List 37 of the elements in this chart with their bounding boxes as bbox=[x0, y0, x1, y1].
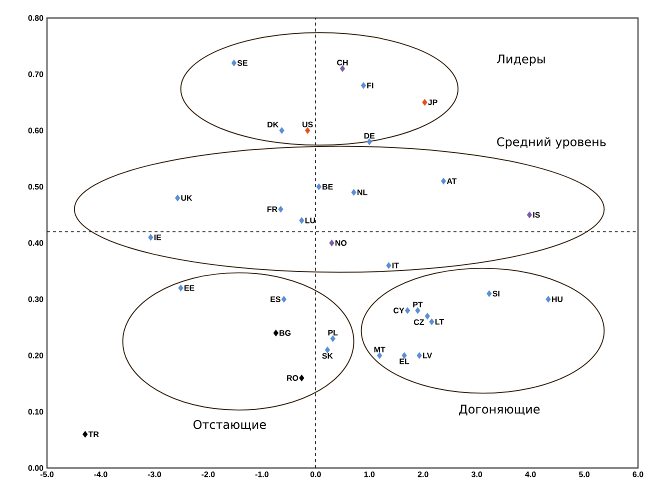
point bbox=[304, 127, 310, 134]
point bbox=[324, 346, 330, 354]
point bbox=[299, 374, 304, 382]
point bbox=[281, 296, 287, 303]
point bbox=[386, 262, 392, 269]
point bbox=[440, 178, 446, 185]
point bbox=[279, 127, 284, 134]
point bbox=[299, 217, 304, 224]
point bbox=[415, 307, 420, 314]
point bbox=[416, 352, 422, 359]
point bbox=[351, 188, 356, 196]
point bbox=[330, 335, 336, 342]
point bbox=[316, 183, 322, 190]
point bbox=[329, 240, 334, 246]
point bbox=[174, 194, 180, 202]
point bbox=[424, 312, 430, 320]
point bbox=[402, 352, 407, 359]
point bbox=[404, 307, 410, 314]
point bbox=[360, 82, 366, 89]
point bbox=[82, 430, 88, 438]
point bbox=[273, 330, 278, 336]
point bbox=[422, 98, 428, 106]
annotation: Лидеры bbox=[496, 54, 545, 66]
point bbox=[366, 138, 372, 146]
point bbox=[278, 206, 284, 213]
point bbox=[376, 352, 382, 359]
annotation: Средний уровень bbox=[497, 137, 606, 149]
annotation: Отстающие bbox=[194, 420, 266, 431]
point bbox=[340, 65, 346, 72]
point bbox=[148, 234, 154, 241]
point bbox=[546, 296, 551, 303]
annotation: Догоняющие bbox=[459, 404, 540, 416]
point bbox=[231, 60, 237, 66]
point bbox=[486, 290, 492, 298]
point bbox=[526, 211, 532, 218]
point bbox=[178, 284, 184, 292]
point bbox=[429, 318, 434, 326]
